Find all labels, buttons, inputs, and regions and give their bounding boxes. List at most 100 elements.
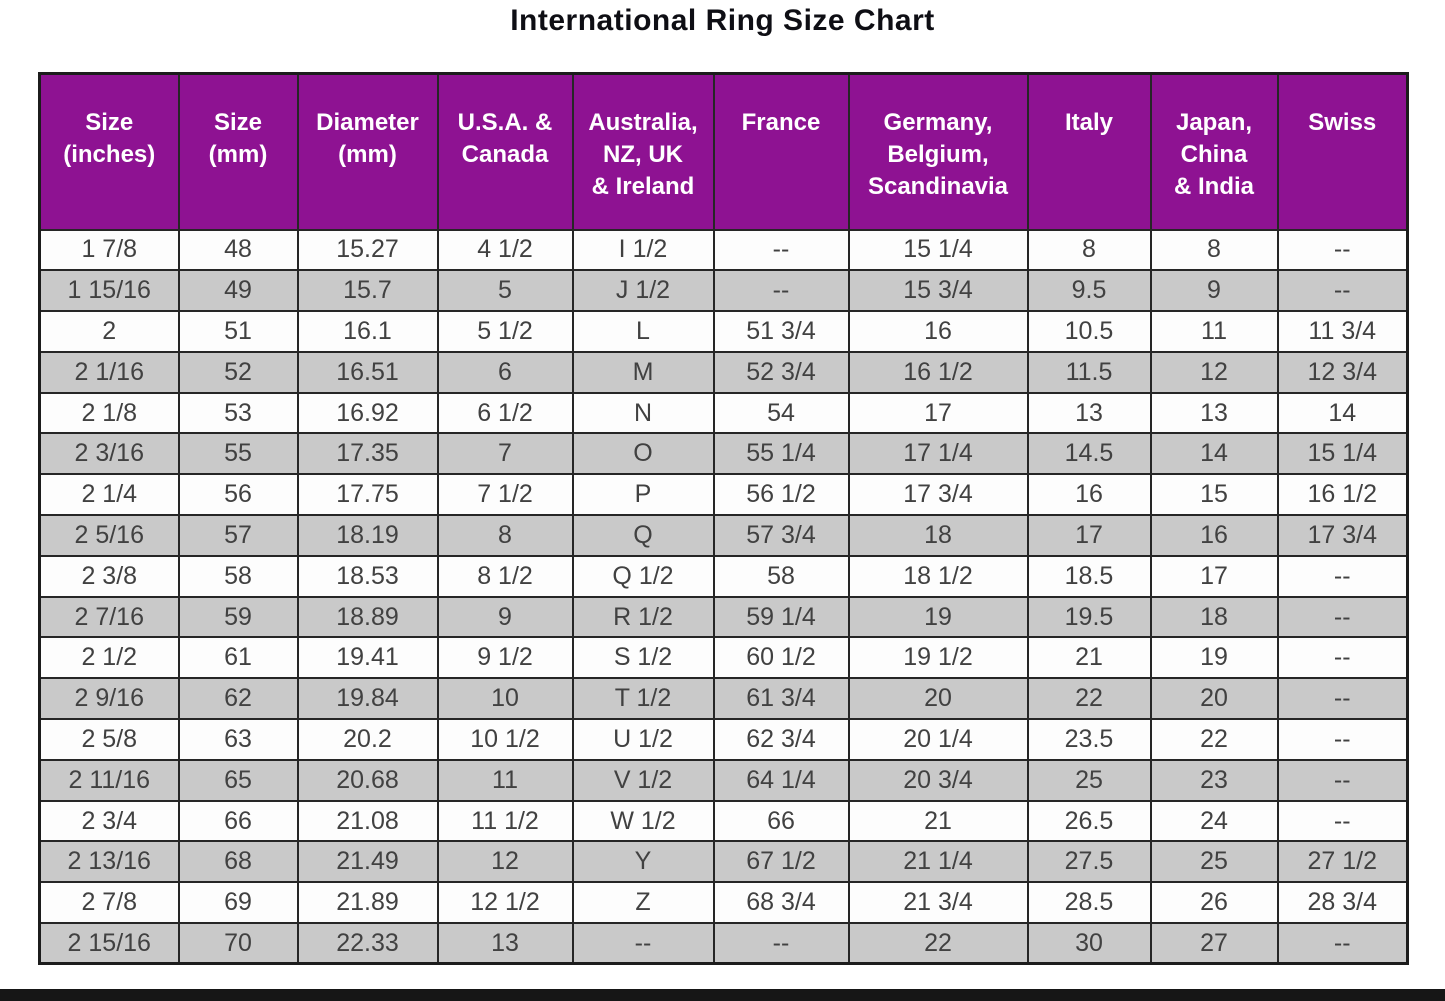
table-cell: 18.53 bbox=[296, 554, 439, 598]
table-cell: 60 1/2 bbox=[712, 636, 850, 680]
table-cell: 20.2 bbox=[296, 718, 439, 761]
table-cell: 2 5/8 bbox=[38, 718, 180, 761]
table-row: 2 3/16 55 17.35 7 O 55 1/4 17 1/4 14.5 14 15 1/4 bbox=[38, 432, 1409, 476]
table-row: 2 5/8 63 20.2 10 1/2 U 1/2 62 3/4 20 1/4 23.5 22… bbox=[38, 718, 1409, 761]
table-cell: R 1/2 bbox=[571, 595, 715, 639]
table-cell: 49 bbox=[177, 269, 299, 313]
header-germany: Germany, Belgium, Scandinavia bbox=[847, 72, 1029, 231]
header-swiss: Swiss bbox=[1276, 72, 1409, 231]
table-cell: 11 bbox=[1149, 310, 1279, 353]
table-cell: Y bbox=[571, 840, 715, 884]
table-cell: 66 bbox=[712, 799, 850, 843]
table-cell: 23 bbox=[1149, 758, 1279, 802]
table-cell: 15.7 bbox=[296, 269, 439, 313]
table-cell: 19.41 bbox=[296, 636, 439, 680]
table-cell: 21 bbox=[847, 799, 1029, 843]
table-cell: 25 bbox=[1149, 840, 1279, 884]
table-cell: 59 bbox=[177, 595, 299, 639]
header-row: Size (inches) Size (mm) Diameter (mm) U.… bbox=[38, 72, 1409, 231]
table-cell: 27 1/2 bbox=[1276, 840, 1409, 884]
table-row: 2 11/16 65 20.68 11 V 1/2 64 1/4 20 3/4 25 23 -- bbox=[38, 758, 1409, 802]
table-cell: L bbox=[571, 310, 715, 353]
table-cell: 18.5 bbox=[1026, 554, 1152, 598]
table-cell: 17 3/4 bbox=[847, 473, 1029, 517]
table-cell: 2 1/16 bbox=[38, 350, 180, 394]
table-cell: 10 bbox=[436, 677, 574, 721]
table-cell: 20 bbox=[847, 677, 1029, 721]
table-cell: 19.84 bbox=[296, 677, 439, 721]
table-cell: 56 1/2 bbox=[712, 473, 850, 517]
table-row: 1 15/16 49 15.7 5 J 1/2 -- 15 3/4 9.5 9 -- bbox=[38, 269, 1409, 313]
table-cell: 19 1/2 bbox=[847, 636, 1029, 680]
table-row: 2 15/16 70 22.33 13 -- -- 22 30 27 -- bbox=[38, 922, 1409, 965]
table-cell: 21.89 bbox=[296, 881, 439, 925]
table-cell: 16.92 bbox=[296, 391, 439, 435]
table-header: Size (inches) Size (mm) Diameter (mm) U.… bbox=[38, 72, 1409, 231]
table-cell: 9.5 bbox=[1026, 269, 1152, 313]
table-cell: 2 1/4 bbox=[38, 473, 180, 517]
table-cell: -- bbox=[1276, 554, 1409, 598]
table-cell: 4 1/2 bbox=[436, 228, 574, 272]
table-cell: 1 15/16 bbox=[38, 269, 180, 313]
table-cell: 57 3/4 bbox=[712, 514, 850, 557]
table-cell: -- bbox=[1276, 799, 1409, 843]
table-cell: -- bbox=[1276, 922, 1409, 965]
table-cell: 5 1/2 bbox=[436, 310, 574, 353]
table-cell: 2 7/16 bbox=[38, 595, 180, 639]
table-cell: 58 bbox=[712, 554, 850, 598]
table-cell: O bbox=[571, 432, 715, 476]
table-cell: 17 bbox=[1026, 514, 1152, 557]
table-cell: 9 bbox=[1149, 269, 1279, 313]
table-cell: 65 bbox=[177, 758, 299, 802]
table-cell: 7 1/2 bbox=[436, 473, 574, 517]
table-cell: 26 bbox=[1149, 881, 1279, 925]
table-cell: 20 1/4 bbox=[847, 718, 1029, 761]
table-cell: -- bbox=[1276, 595, 1409, 639]
table-cell: U 1/2 bbox=[571, 718, 715, 761]
table-cell: 27 bbox=[1149, 922, 1279, 965]
table-cell: 12 bbox=[436, 840, 574, 884]
table-cell: 11 bbox=[436, 758, 574, 802]
table-cell: Z bbox=[571, 881, 715, 925]
table-cell: 17 3/4 bbox=[1276, 514, 1409, 557]
table-cell: 59 1/4 bbox=[712, 595, 850, 639]
table-cell: 68 bbox=[177, 840, 299, 884]
table-cell: 2 15/16 bbox=[38, 922, 180, 965]
table-cell: 8 1/2 bbox=[436, 554, 574, 598]
table-cell: 17 bbox=[1149, 554, 1279, 598]
table-cell: 17.35 bbox=[296, 432, 439, 476]
table-cell: 63 bbox=[177, 718, 299, 761]
table-cell: -- bbox=[1276, 758, 1409, 802]
table-cell: 17 bbox=[847, 391, 1029, 435]
ring-size-table: Size (inches) Size (mm) Diameter (mm) U.… bbox=[38, 72, 1409, 966]
table-cell: 21 3/4 bbox=[847, 881, 1029, 925]
table-cell: 8 bbox=[436, 514, 574, 557]
table-cell: 22 bbox=[1026, 677, 1152, 721]
table-cell: J 1/2 bbox=[571, 269, 715, 313]
table-cell: V 1/2 bbox=[571, 758, 715, 802]
table-cell: 18 1/2 bbox=[847, 554, 1029, 598]
table-cell: 18.89 bbox=[296, 595, 439, 639]
table-cell: 19 bbox=[847, 595, 1029, 639]
table-cell: W 1/2 bbox=[571, 799, 715, 843]
table-cell: 17 1/4 bbox=[847, 432, 1029, 476]
table-cell: 62 bbox=[177, 677, 299, 721]
table-cell: 12 1/2 bbox=[436, 881, 574, 925]
table-cell: 22 bbox=[1149, 718, 1279, 761]
table-cell: Q bbox=[571, 514, 715, 557]
table-cell: 10.5 bbox=[1026, 310, 1152, 353]
table-cell: 56 bbox=[177, 473, 299, 517]
table-cell: 25 bbox=[1026, 758, 1152, 802]
table-cell: 2 1/2 bbox=[38, 636, 180, 680]
table-cell: 21 bbox=[1026, 636, 1152, 680]
table-cell: 11 1/2 bbox=[436, 799, 574, 843]
table-row: 1 7/8 48 15.27 4 1/2 I 1/2 -- 15 1/4 8 8 -- bbox=[38, 228, 1409, 272]
table-cell: -- bbox=[1276, 677, 1409, 721]
table-row: 2 13/16 68 21.49 12 Y 67 1/2 21 1/4 27.5 25 27 1/… bbox=[38, 840, 1409, 884]
table-cell: 18.19 bbox=[296, 514, 439, 557]
page-title: International Ring Size Chart bbox=[510, 4, 935, 37]
table-cell: 16 bbox=[1149, 514, 1279, 557]
header-diameter-mm: Diameter (mm) bbox=[296, 72, 439, 231]
table-cell: 18 bbox=[1149, 595, 1279, 639]
table-cell: 58 bbox=[177, 554, 299, 598]
